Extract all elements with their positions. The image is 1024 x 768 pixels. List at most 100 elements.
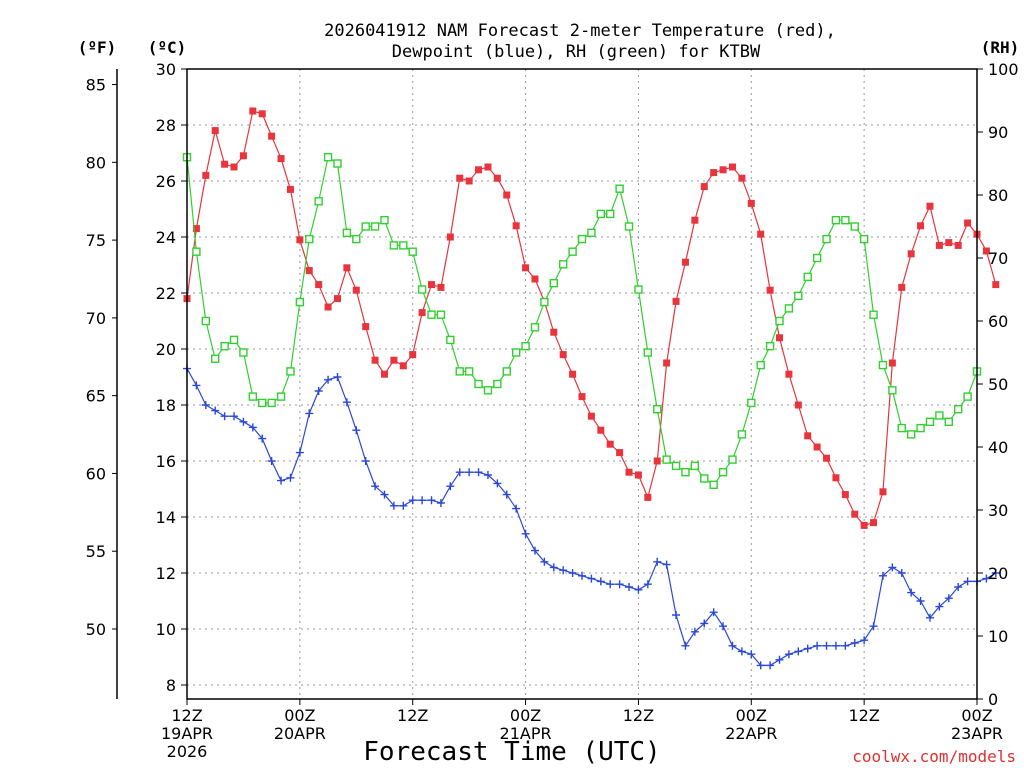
dewpoint-point: [709, 608, 718, 617]
fahrenheit-unit-label: (ºF): [78, 38, 117, 57]
celsius-tick-label: 8: [166, 676, 176, 695]
dewpoint-point: [258, 434, 267, 443]
dewpoint-point: [878, 571, 887, 580]
dewpoint-point: [831, 641, 840, 650]
rh-point: [690, 461, 700, 471]
temperature-point: [249, 107, 257, 115]
dewpoint-point: [474, 468, 483, 477]
rh-point: [841, 215, 850, 225]
rh-point: [916, 423, 925, 433]
rh-point: [709, 480, 718, 489]
temperature-point: [202, 171, 210, 179]
rh-point: [389, 241, 399, 250]
celsius-tick-label: 16: [156, 452, 176, 471]
dewpoint-point: [399, 501, 408, 510]
dewpoint-point: [465, 468, 474, 477]
dewpoint-point: [954, 583, 963, 591]
temperature-point: [258, 110, 266, 118]
temperature-point: [870, 519, 878, 527]
temperature-point: [691, 216, 699, 224]
fahrenheit-tick-label: 50: [86, 620, 106, 639]
x-tick-label: 00Z: [961, 706, 992, 725]
celsius-tick-label: 28: [156, 116, 176, 135]
x-tick-label: 12Z: [171, 706, 202, 725]
rh-point: [248, 392, 258, 401]
dewpoint-point: [361, 457, 370, 465]
dewpoint-point: [681, 641, 690, 650]
dewpoint-point: [314, 387, 323, 395]
temperature-point: [766, 286, 774, 294]
dewpoint-point: [521, 529, 530, 538]
x-tick-label: 23APR: [951, 724, 1003, 743]
rh-unit-label: (RH): [981, 38, 1020, 57]
dewpoint-point: [690, 627, 699, 636]
dewpoint-point: [766, 661, 775, 670]
fahrenheit-tick-label: 70: [86, 309, 106, 328]
rh-point: [436, 310, 446, 319]
rh-point: [192, 247, 201, 256]
temperature-point: [324, 303, 332, 311]
rh-point: [211, 354, 220, 363]
temperature-point: [700, 183, 708, 191]
temperature-point: [333, 295, 341, 303]
rh-point: [399, 241, 408, 250]
rh-point: [370, 222, 380, 231]
rh-point: [352, 234, 361, 244]
dewpoint-point: [549, 563, 558, 572]
dewpoint-point: [991, 569, 1000, 577]
rh-point: [606, 209, 615, 219]
rh-point: [859, 234, 869, 244]
temperature-point: [277, 155, 285, 163]
dewpoint-point: [578, 571, 586, 580]
rh-point: [803, 272, 812, 282]
temperature-point: [512, 222, 520, 230]
fahrenheit-tick-label: 65: [86, 387, 106, 406]
celsius-tick-label: 10: [156, 620, 176, 639]
temperature-point: [710, 169, 718, 177]
x-tick-label: 2026: [167, 742, 208, 761]
temperature-point: [841, 491, 849, 499]
temperature-point: [992, 281, 1000, 289]
rh-point: [502, 367, 511, 376]
rh-tick-label: 10: [988, 627, 1008, 646]
dewpoint-point: [916, 597, 925, 605]
celsius-tick-label: 22: [156, 284, 176, 303]
rh-point: [935, 411, 944, 420]
dewpoint-point: [728, 641, 737, 650]
rh-point: [596, 209, 606, 219]
dewpoint-point: [653, 557, 662, 566]
rh-point: [671, 461, 681, 471]
fahrenheit-tick-label: 60: [86, 464, 106, 483]
rh-point: [615, 184, 624, 193]
dewpoint-point: [756, 661, 765, 670]
rh-tick-label: 0: [988, 690, 998, 709]
rh-point: [963, 392, 972, 401]
x-tick-label: 20APR: [274, 724, 326, 743]
temperature-point: [456, 174, 464, 182]
rh-point: [794, 291, 803, 300]
dewpoint-point: [389, 501, 398, 510]
temperature-point: [437, 283, 445, 291]
temperature-point: [578, 393, 586, 401]
rh-point: [737, 430, 747, 439]
dewpoint-point: [841, 641, 850, 650]
rh-tick-label: 20: [988, 564, 1008, 583]
temperature-point: [503, 191, 511, 199]
dewpoint-point: [192, 381, 201, 390]
dewpoint-point: [747, 650, 756, 659]
temperature-point: [343, 264, 351, 272]
dewpoint-point: [935, 602, 944, 611]
dewpoint-point: [230, 412, 239, 421]
temperature-point: [221, 160, 229, 168]
rh-point: [700, 474, 709, 483]
temperature-point: [371, 356, 379, 364]
rh-point: [276, 392, 286, 401]
dewpoint-point: [606, 580, 615, 589]
temperature-point: [296, 236, 304, 244]
temperature-point: [268, 132, 276, 140]
dewpoint-point: [455, 468, 464, 477]
temperature-point: [493, 174, 501, 182]
dewpoint-point: [850, 639, 859, 647]
x-tick-label: 12Z: [397, 706, 428, 725]
